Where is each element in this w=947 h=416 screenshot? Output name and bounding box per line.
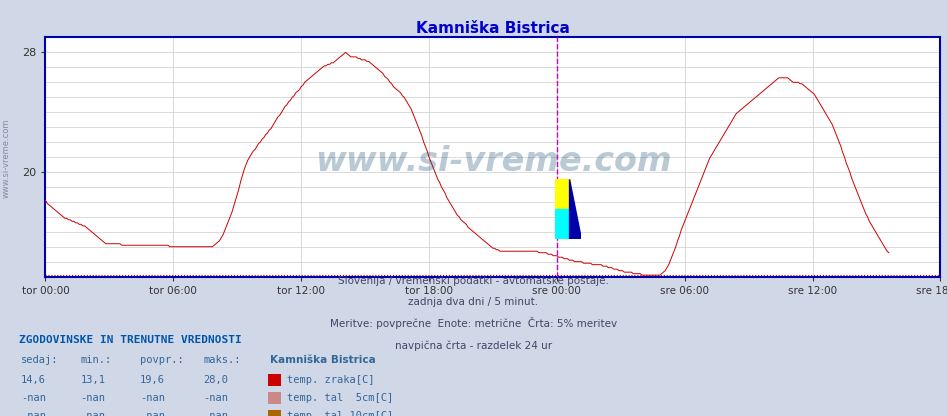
Text: 14,6: 14,6 — [21, 375, 45, 385]
Text: www.si-vreme.com: www.si-vreme.com — [314, 145, 671, 178]
Text: Kamniška Bistrica: Kamniška Bistrica — [270, 355, 376, 365]
Text: min.:: min.: — [80, 355, 112, 365]
Text: maks.:: maks.: — [204, 355, 241, 365]
Bar — [555, 179, 569, 209]
Text: -nan: -nan — [204, 411, 228, 416]
Text: Slovenija / vremenski podatki - avtomatske postaje.: Slovenija / vremenski podatki - avtomats… — [338, 276, 609, 286]
Text: ZGODOVINSKE IN TRENUTNE VREDNOSTI: ZGODOVINSKE IN TRENUTNE VREDNOSTI — [19, 335, 241, 345]
Text: Meritve: povprečne  Enote: metrične  Črta: 5% meritev: Meritve: povprečne Enote: metrične Črta:… — [330, 317, 617, 329]
Text: temp. zraka[C]: temp. zraka[C] — [287, 375, 374, 385]
Title: Kamniška Bistrica: Kamniška Bistrica — [416, 21, 570, 36]
Text: -nan: -nan — [21, 411, 45, 416]
Text: -nan: -nan — [140, 393, 165, 403]
Text: -nan: -nan — [80, 411, 105, 416]
Text: sedaj:: sedaj: — [21, 355, 59, 365]
Text: www.si-vreme.com: www.si-vreme.com — [2, 118, 11, 198]
Text: zadnja dva dni / 5 minut.: zadnja dva dni / 5 minut. — [408, 297, 539, 307]
Text: -nan: -nan — [80, 393, 105, 403]
Bar — [555, 209, 569, 239]
Text: -nan: -nan — [140, 411, 165, 416]
Text: -nan: -nan — [21, 393, 45, 403]
Text: 19,6: 19,6 — [140, 375, 165, 385]
Text: temp. tal 10cm[C]: temp. tal 10cm[C] — [287, 411, 393, 416]
Text: -nan: -nan — [204, 393, 228, 403]
Polygon shape — [569, 179, 581, 239]
Text: navpična črta - razdelek 24 ur: navpična črta - razdelek 24 ur — [395, 340, 552, 351]
Text: povpr.:: povpr.: — [140, 355, 184, 365]
Text: temp. tal  5cm[C]: temp. tal 5cm[C] — [287, 393, 393, 403]
Text: 28,0: 28,0 — [204, 375, 228, 385]
Text: 13,1: 13,1 — [80, 375, 105, 385]
